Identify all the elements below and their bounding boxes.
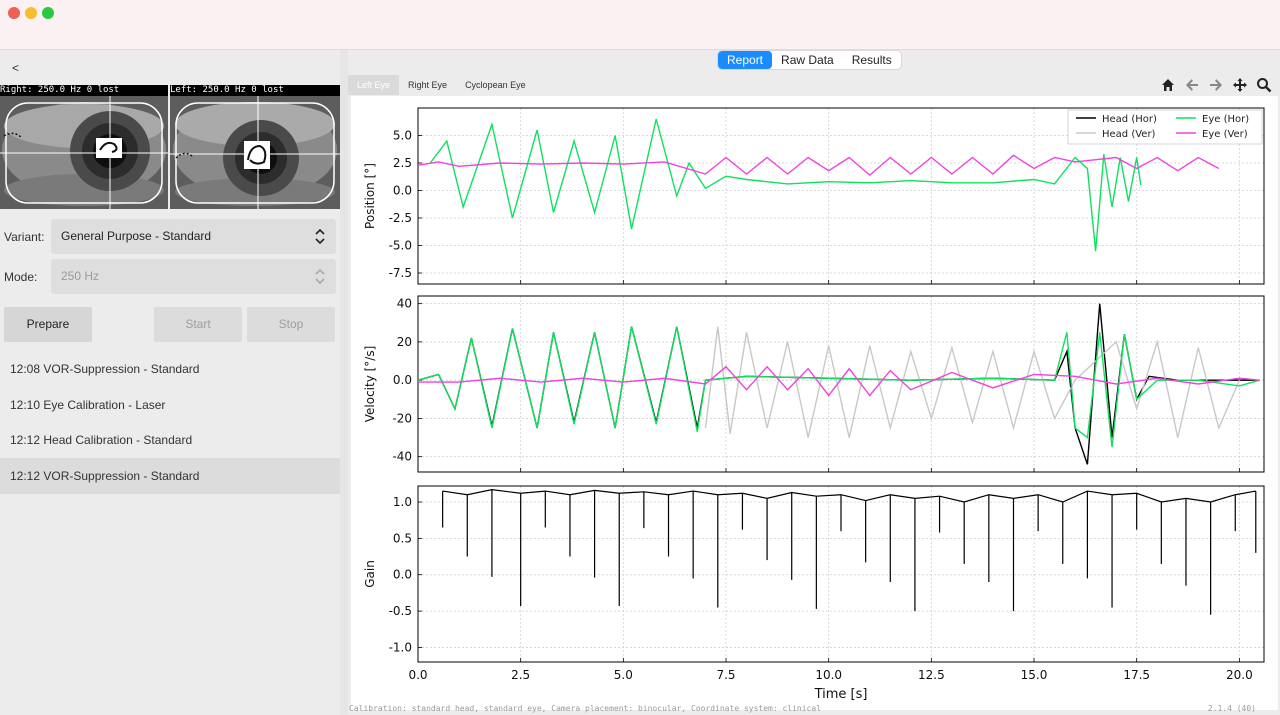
- series-line: [418, 365, 1260, 397]
- series-line: [417, 154, 1220, 177]
- legend-label: Eye (Ver): [1202, 129, 1248, 140]
- plot-canvas[interactable]: -7.5 -5.0 -2.5 0.0 2.5 5.0 Position [°] Head (H…: [351, 96, 1278, 710]
- x-tick-label: 0.0: [408, 668, 427, 682]
- x-tick-label: 12.5: [918, 668, 945, 682]
- y-tick-label: -2.5: [389, 211, 412, 225]
- y-tick-label: 0.0: [393, 373, 412, 387]
- y-axis-label: Velocity [°/s]: [363, 346, 377, 423]
- series-line: [417, 326, 1261, 448]
- left-eye-camera-image: [170, 96, 340, 209]
- x-tick-label: 5.0: [614, 668, 633, 682]
- y-axis-label: Position [°]: [363, 163, 377, 229]
- right-panel: Report Raw Data Results Left Eye Right E…: [348, 50, 1280, 715]
- stop-button[interactable]: Stop: [247, 307, 335, 342]
- plot-toolbar: [1160, 77, 1272, 93]
- x-tick-label: 17.5: [1123, 668, 1150, 682]
- right-eye-camera-image: [0, 96, 168, 209]
- x-tick-label: 10.0: [815, 668, 842, 682]
- select-chevrons-icon: [315, 268, 325, 285]
- session-list-item[interactable]: 12:12 Head Calibration - Standard: [10, 433, 193, 447]
- y-tick-label: -5.0: [389, 239, 412, 253]
- x-tick-label: 20.0: [1226, 668, 1253, 682]
- series-line: [429, 118, 1142, 252]
- home-icon[interactable]: [1160, 77, 1176, 93]
- y-tick-label: 5.0: [393, 129, 412, 143]
- tab-right-eye[interactable]: Right Eye: [408, 80, 448, 90]
- axes-frame: [417, 485, 1265, 663]
- right-camera-header: Right: 250.0 Hz 0 lost: [0, 85, 168, 96]
- back-button[interactable]: <: [12, 61, 20, 75]
- session-list-item[interactable]: 12:10 Eye Calibration - Laser: [10, 398, 166, 412]
- variant-label: Variant:: [4, 230, 45, 244]
- zoom-icon[interactable]: [1256, 77, 1272, 93]
- tab-results[interactable]: Results: [851, 53, 892, 67]
- version-label: 2.1.4 (40): [1207, 704, 1256, 713]
- calibration-info: Calibration: standard head, standard eye…: [349, 704, 822, 713]
- series-line: [704, 326, 1241, 438]
- gain-series-line: [442, 489, 1257, 615]
- x-tick-label: 7.5: [716, 668, 735, 682]
- zoom-window-button[interactable]: [42, 7, 54, 19]
- y-tick-label: -7.5: [389, 266, 412, 280]
- legend-label: Head (Ver): [1102, 129, 1156, 140]
- session-list-item[interactable]: 12:08 VOR-Suppression - Standard: [10, 362, 200, 376]
- variant-value: General Purpose - Standard: [61, 229, 212, 243]
- y-tick-label: -0.5: [389, 604, 412, 618]
- legend-label: Eye (Hor): [1202, 114, 1249, 125]
- window-titlebar: [0, 0, 1280, 50]
- y-tick-label: -20: [392, 411, 412, 425]
- y-tick-label: 2.5: [393, 156, 412, 170]
- legend-box: [1067, 109, 1263, 145]
- y-tick-label: -1.0: [389, 640, 412, 654]
- left-camera-header: Left: 250.0 Hz 0 lost: [170, 85, 340, 96]
- pan-icon[interactable]: [1232, 77, 1248, 93]
- axes-frame: [417, 107, 1265, 285]
- view-tab-bar: Report Raw Data Results: [718, 51, 901, 69]
- forward-arrow-icon[interactable]: [1208, 77, 1224, 93]
- prepare-button[interactable]: Prepare: [4, 307, 92, 342]
- tab-raw-data[interactable]: Raw Data: [781, 53, 834, 67]
- close-window-button[interactable]: [8, 7, 20, 19]
- x-tick-label: 15.0: [1021, 668, 1048, 682]
- x-tick-label: 2.5: [511, 668, 530, 682]
- splitter-handle[interactable]: [340, 50, 348, 715]
- minimize-window-button[interactable]: [25, 7, 37, 19]
- y-tick-label: 1.0: [393, 495, 412, 509]
- x-axis-label: Time [s]: [814, 687, 868, 702]
- eye-tab-bar: Left Eye Right Eye Cyclopean Eye: [348, 75, 535, 95]
- left-panel: < Right: 250.0 Hz 0 lost Left: 250.0 Hz …: [0, 50, 340, 715]
- session-list-item-selected[interactable]: 12:12 VOR-Suppression - Standard: [0, 458, 340, 494]
- mode-label: Mode:: [4, 270, 38, 284]
- y-tick-label: 20: [397, 335, 412, 349]
- y-axis-label: Gain: [363, 560, 377, 588]
- y-tick-label: 40: [397, 297, 412, 311]
- y-tick-label: 0.0: [393, 184, 412, 198]
- start-button[interactable]: Start: [154, 307, 242, 342]
- mode-select: 250 Hz: [51, 259, 336, 294]
- y-tick-label: 0.0: [393, 568, 412, 582]
- chart-figure: -7.5 -5.0 -2.5 0.0 2.5 5.0 Position [°] Head (H…: [363, 107, 1265, 702]
- mode-value: 250 Hz: [61, 269, 100, 283]
- back-arrow-icon[interactable]: [1184, 77, 1200, 93]
- tab-report[interactable]: Report: [718, 51, 773, 69]
- legend-label: Head (Hor): [1102, 114, 1157, 125]
- y-tick-label: -40: [392, 450, 412, 464]
- variant-select[interactable]: General Purpose - Standard: [51, 219, 336, 254]
- tab-cyclopean-eye[interactable]: Cyclopean Eye: [465, 80, 526, 90]
- select-chevrons-icon: [315, 228, 325, 245]
- y-tick-label: 0.5: [393, 531, 412, 545]
- tab-left-eye[interactable]: Left Eye: [348, 75, 400, 95]
- axes-frame: [417, 295, 1265, 473]
